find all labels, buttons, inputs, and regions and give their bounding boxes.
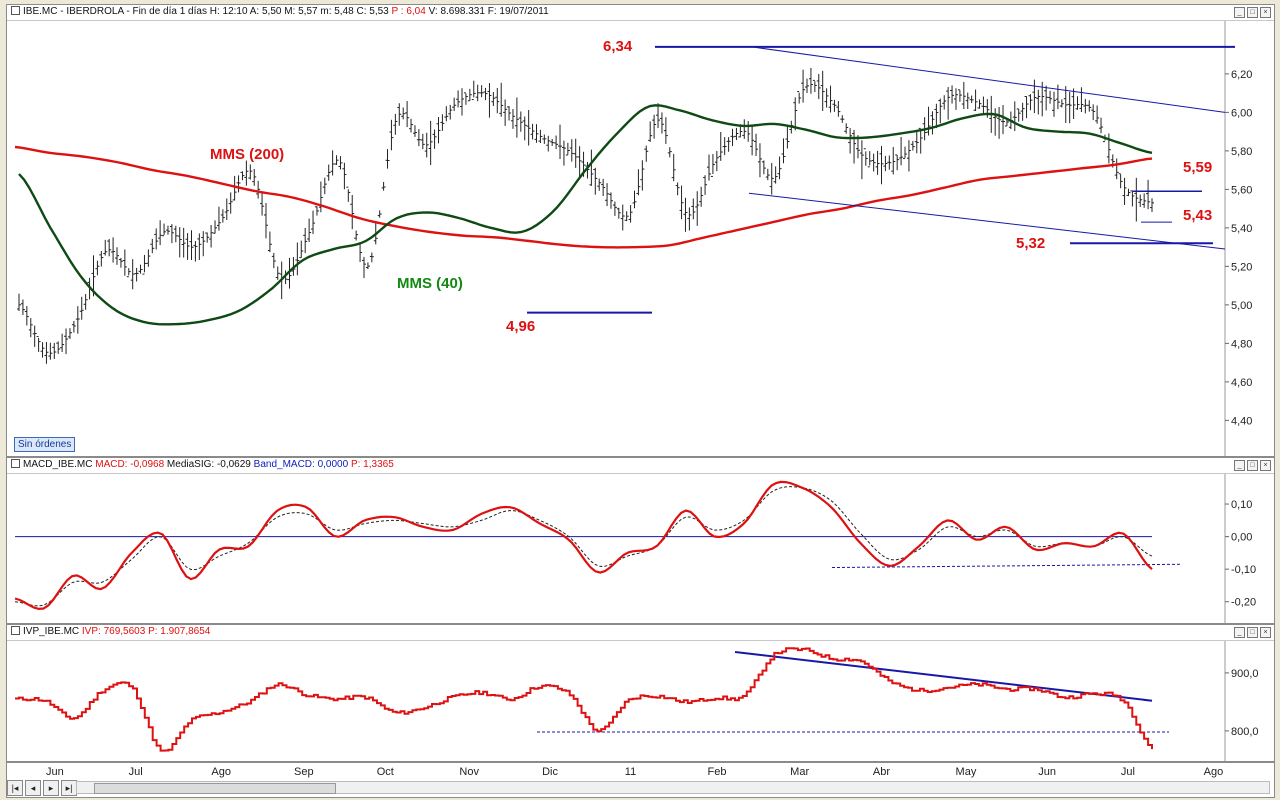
y-tick-label: 5,60	[1231, 184, 1252, 196]
low-label: 4,96	[506, 318, 535, 335]
macd-panel-title: MACD_IBE.MC MACD: -0,0968 MediaSIG: -0,0…	[7, 458, 1274, 474]
x-tick-label: Sep	[294, 766, 314, 778]
signal-line	[14, 486, 1153, 607]
prev-icon[interactable]: ◂	[25, 780, 41, 796]
maximize-icon[interactable]: □	[1247, 460, 1258, 471]
minimize-icon[interactable]: _	[1234, 7, 1245, 18]
macd-title-2: MediaSIG: -0,0629	[164, 459, 254, 470]
y-tick-label: 5,20	[1231, 261, 1252, 273]
y-tick-label: 800,0	[1231, 726, 1259, 738]
mms40-line	[18, 104, 1153, 326]
ivp-title-3: P: 1.907,8654	[148, 626, 211, 637]
close-icon[interactable]: ×	[1260, 7, 1271, 18]
x-tick-label: Ago	[1203, 766, 1224, 778]
first-icon[interactable]: |◂	[7, 780, 23, 796]
lower-channel-line	[748, 192, 1226, 250]
x-tick-label: Ago	[211, 766, 231, 778]
panel-menu-icon[interactable]	[11, 626, 20, 635]
mms200-label: MMS (200)	[210, 146, 284, 163]
scroll-nav-buttons: |◂ ◂ ▸ ▸|	[7, 780, 77, 796]
macd-panel: MACD_IBE.MC MACD: -0,0968 MediaSIG: -0,0…	[6, 457, 1275, 624]
price-title-2: V: 8.698.331 F: 19/07/2011	[425, 6, 549, 17]
minimize-icon[interactable]: _	[1234, 460, 1245, 471]
price-panel: IBE.MC - IBERDROLA - Fin de día 1 días H…	[6, 4, 1275, 457]
minimize-icon[interactable]: _	[1234, 627, 1245, 638]
upper-channel-line	[751, 46, 1226, 113]
macd-line	[14, 480, 1153, 611]
mms40-label: MMS (40)	[397, 275, 463, 292]
y-tick-label: -0,20	[1231, 597, 1256, 609]
ivp-panel: IVP_IBE.MC IVP: 769,5603 P: 1.907,8654 _…	[6, 624, 1275, 762]
price-chart: 6,20 6,00 5,80 5,60 5,40 5,20 5,00 4,80 4,60 4,40…	[14, 21, 1252, 456]
x-tick-label: Mar	[790, 766, 810, 778]
x-tick-label: Nov	[459, 766, 479, 778]
x-tick-label: Jul	[128, 766, 143, 778]
horizontal-scrollbar[interactable]	[76, 781, 1270, 794]
last-icon[interactable]: ▸|	[61, 780, 77, 796]
maximize-icon[interactable]: □	[1247, 7, 1258, 18]
x-tick-label: 11	[624, 766, 637, 778]
x-tick-label: Jun	[46, 766, 64, 778]
y-tick-label: 5,40	[1231, 223, 1252, 235]
ivp-trend-line	[734, 651, 1153, 702]
macd-title-0: MACD_IBE.MC	[23, 459, 96, 470]
y-tick-label: 4,40	[1231, 415, 1252, 427]
x-tick-label: Jul	[1120, 766, 1135, 778]
y-tick-label: 4,60	[1231, 377, 1252, 389]
y-tick-label: -0,10	[1231, 564, 1256, 576]
macd-title-1: MACD: -0,0968	[95, 459, 165, 470]
recent-mid-label: 5,43	[1183, 207, 1212, 224]
y-tick-label: 6,20	[1231, 69, 1252, 81]
y-tick-label: 5,00	[1231, 300, 1252, 312]
x-tick-label: Dic	[542, 766, 558, 778]
scrollbar-thumb[interactable]	[94, 783, 336, 794]
macd-title-3: Band_MACD: 0,0000	[253, 459, 349, 470]
y-tick-label: 900,0	[1231, 668, 1259, 680]
price-title-1: P : 6,04	[391, 6, 426, 17]
price-panel-title: IBE.MC - IBERDROLA - Fin de día 1 días H…	[7, 5, 1274, 21]
panel-menu-icon[interactable]	[11, 459, 20, 468]
x-tick-label: Abr	[872, 766, 890, 778]
ivp-title-0: IVP_IBE.MC	[23, 626, 82, 637]
mms200-line	[14, 145, 1153, 249]
macd-chart: 0,10 0,00 -0,10 -0,20	[14, 474, 1256, 623]
y-tick-label: 0,10	[1231, 499, 1252, 511]
x-tick-label: Jun	[1038, 766, 1056, 778]
macd-title-5: P: 1,3365	[350, 459, 394, 470]
x-tick-label: May	[955, 766, 977, 778]
panel-menu-icon[interactable]	[11, 6, 20, 15]
maximize-icon[interactable]: □	[1247, 627, 1258, 638]
ivp-line	[15, 647, 1153, 752]
y-tick-label: 4,80	[1231, 338, 1252, 350]
x-tick-label: Oct	[376, 766, 394, 778]
recent-high-label: 5,59	[1183, 159, 1212, 176]
ivp-window-buttons: _ □ ×	[1234, 627, 1271, 638]
macd-support-dotted	[831, 563, 1183, 569]
ivp-chart: 900,0 800,0	[15, 641, 1259, 761]
next-icon[interactable]: ▸	[43, 780, 59, 796]
ivp-panel-title: IVP_IBE.MC IVP: 769,5603 P: 1.907,8654	[7, 625, 1274, 641]
close-icon[interactable]: ×	[1260, 460, 1271, 471]
y-tick-label: 6,00	[1231, 107, 1252, 119]
x-tick-label: Feb	[707, 766, 727, 778]
y-tick-label: 5,80	[1231, 146, 1252, 158]
ivp-title-1: IVP: 769,5603	[81, 626, 146, 637]
macd-window-buttons: _ □ ×	[1234, 460, 1271, 471]
price-title-0: IBE.MC - IBERDROLA - Fin de día 1 días H…	[23, 6, 392, 17]
close-icon[interactable]: ×	[1260, 627, 1271, 638]
y-tick-label: 0,00	[1231, 532, 1252, 544]
high-label: 6,34	[603, 38, 633, 55]
price-window-buttons: _ □ ×	[1234, 7, 1271, 18]
orders-badge[interactable]: Sin órdenes	[14, 437, 76, 452]
recent-low-label: 5,32	[1016, 235, 1045, 252]
